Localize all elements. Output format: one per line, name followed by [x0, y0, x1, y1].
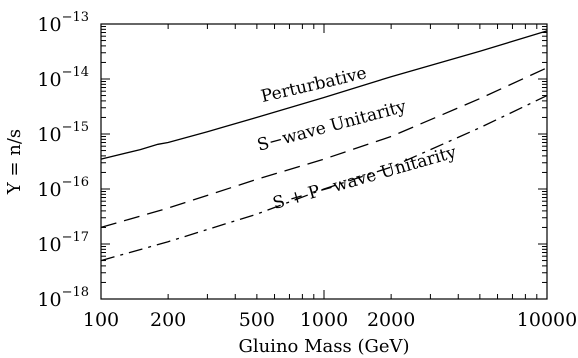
y-tick-label: 10−18 [37, 285, 89, 311]
axis-ticks [101, 24, 547, 299]
y-tick-label: 10−14 [37, 65, 89, 91]
y-tick-label: 10−13 [37, 10, 89, 36]
x-tick-label: 2000 [367, 309, 415, 331]
x-tick-label: 200 [150, 309, 186, 331]
plot-frame [100, 23, 548, 300]
x-tick-label: 10000 [517, 309, 577, 331]
x-tick-label: 100 [83, 309, 119, 331]
x-axis-label: Gluino Mass (GeV) [238, 336, 409, 357]
y-tick-label: 10−17 [37, 230, 89, 256]
x-tick-label: 500 [239, 309, 275, 331]
y-tick-label: 10−16 [37, 175, 89, 201]
axis-tick-labels: 100 200 500 1000 2000 10000 10−18 10−17 10−16 10−… [37, 10, 577, 331]
x-tick-label: 1000 [300, 309, 348, 331]
series-label-1: S−wave Unitarity [255, 97, 409, 156]
series-line-2 [100, 95, 548, 262]
y-tick-label: 10−15 [37, 120, 89, 146]
series-line-0 [100, 30, 548, 160]
series-label-2: S + P−wave Unitarity [271, 142, 459, 214]
series-lines [100, 30, 548, 262]
y-axis-label: Y = n/s [4, 129, 25, 195]
